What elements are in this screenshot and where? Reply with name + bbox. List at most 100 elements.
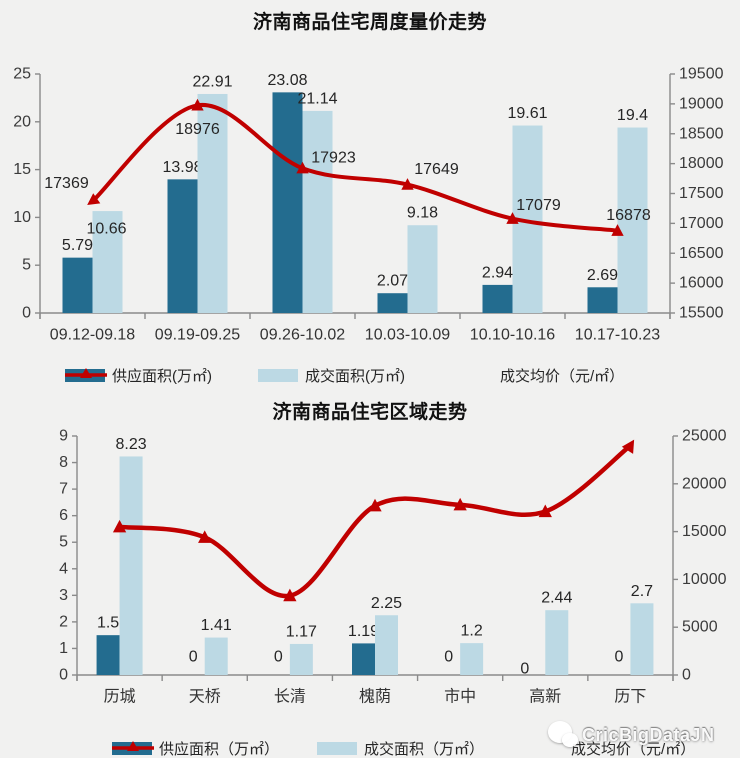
left-axis-tick-label: 4 xyxy=(59,560,68,577)
right-axis-tick-label: 18000 xyxy=(679,155,724,172)
category-label: 10.03-10.09 xyxy=(365,327,451,344)
line-marker xyxy=(538,504,552,518)
transaction-area-bar xyxy=(289,643,313,675)
right-axis-tick-label: 15000 xyxy=(682,523,727,540)
chart1-legend: 供应面积(万㎡) 成交面积(万㎡) 成交均价（元/㎡） xyxy=(65,365,625,386)
transaction-area-bar xyxy=(460,643,484,675)
line-value-label: 17369 xyxy=(44,175,89,192)
bar-value-label: 10.66 xyxy=(86,221,126,238)
bar-value-label: 19.4 xyxy=(617,107,648,124)
category-label: 高新 xyxy=(529,688,561,706)
transaction-area-bar xyxy=(92,211,123,313)
bar-value-label: 2.25 xyxy=(371,595,402,612)
supply-area-bar xyxy=(352,643,375,675)
category-label: 槐荫 xyxy=(359,688,391,706)
supply-area-bar xyxy=(167,179,198,313)
line-value-label: 16878 xyxy=(606,207,651,224)
right-axis-tick-label: 17500 xyxy=(679,185,724,202)
left-axis-tick-label: 6 xyxy=(59,507,68,524)
left-axis-tick-label: 2 xyxy=(59,613,68,630)
line-value-label: 18976 xyxy=(175,121,220,138)
legend-line-marker-icon xyxy=(65,368,493,382)
transaction-area-bar xyxy=(204,637,228,675)
left-axis-tick-label: 0 xyxy=(22,305,31,322)
right-axis-tick-label: 10000 xyxy=(682,571,727,588)
bar-value-label: 0 xyxy=(444,649,453,666)
legend-item: 成交均价（元/㎡） xyxy=(65,365,625,386)
category-label: 10.17-10.23 xyxy=(575,327,661,344)
line-marker xyxy=(112,519,127,533)
transaction-area-bar xyxy=(407,225,438,313)
bar-value-label: 0 xyxy=(520,661,529,678)
bar-value-label: 8.23 xyxy=(116,436,147,453)
bar-value-label: 2.7 xyxy=(631,583,653,600)
line-marker xyxy=(401,178,414,190)
price-line xyxy=(117,443,633,598)
bar-value-label: 1.17 xyxy=(286,623,317,640)
left-axis-tick-label: 10 xyxy=(13,209,31,226)
legend-swatch xyxy=(317,741,358,755)
bar-value-label: 0 xyxy=(274,649,283,666)
bar-value-label: 2.94 xyxy=(482,264,513,281)
line-marker xyxy=(621,439,635,454)
right-axis-tick-label: 16000 xyxy=(679,275,724,292)
bar-value-label: 5.79 xyxy=(62,237,93,254)
legend-label: 成交均价（元/㎡） xyxy=(571,740,696,758)
transaction-area-bar xyxy=(119,456,143,675)
bar-value-label: 1.41 xyxy=(201,617,232,634)
category-label: 长清 xyxy=(274,688,306,706)
left-axis-tick-label: 1 xyxy=(59,640,68,657)
line-marker xyxy=(191,98,204,111)
bar-value-label: 9.18 xyxy=(407,205,438,222)
category-label: 09.26-10.02 xyxy=(260,327,346,344)
legend-item: 供应面积(万㎡) xyxy=(65,365,212,386)
left-axis-tick-label: 5 xyxy=(22,257,31,274)
bar-value-label: 2.69 xyxy=(587,267,618,284)
price-line xyxy=(90,103,620,233)
left-axis-tick-label: 15 xyxy=(13,161,31,178)
bar-value-label: 1.5 xyxy=(97,615,119,632)
legend-label: 成交均价（元/㎡） xyxy=(500,367,625,385)
right-axis-tick-label: 20000 xyxy=(682,475,727,492)
category-label: 市中 xyxy=(444,688,476,706)
right-axis-tick-label: 15500 xyxy=(679,305,724,322)
supply-area-bar xyxy=(96,635,120,675)
supply-area-bar xyxy=(62,257,93,313)
transaction-area-bar xyxy=(617,127,648,313)
legend-swatch xyxy=(258,368,298,382)
right-axis-tick-label: 18500 xyxy=(679,125,724,142)
supply-area-bar xyxy=(587,287,618,313)
line-marker xyxy=(198,530,212,543)
legend-item: 成交面积(万㎡) xyxy=(258,365,405,386)
bar-value-label: 23.08 xyxy=(267,72,307,89)
line-marker xyxy=(296,161,309,174)
legend-label: 供应面积(万㎡) xyxy=(112,367,212,385)
bar-value-label: 21.14 xyxy=(297,90,337,107)
right-axis-tick-label: 25000 xyxy=(682,428,727,445)
category-label: 历城 xyxy=(104,688,136,706)
left-axis-tick-label: 7 xyxy=(59,481,68,498)
right-axis-tick-label: 19500 xyxy=(679,66,724,83)
category-label: 10.10-10.16 xyxy=(470,327,556,344)
category-label: 09.12-09.18 xyxy=(50,327,136,344)
category-label: 09.19-09.25 xyxy=(155,327,241,344)
chart1-title: 济南商品住宅周度量价走势 xyxy=(252,12,487,33)
supply-area-bar xyxy=(482,284,513,313)
line-marker xyxy=(368,498,382,512)
line-marker xyxy=(453,497,467,511)
bar-value-label: 2.07 xyxy=(377,273,408,290)
legend-line-marker-icon xyxy=(112,741,564,755)
bar-value-label: 2.44 xyxy=(541,590,572,607)
left-axis-tick-label: 3 xyxy=(59,587,68,604)
bar-value-label: 1.2 xyxy=(461,623,483,640)
chart2-legend: 供应面积（万㎡） 成交面积（万㎡） 成交均价（元/㎡） xyxy=(112,740,696,758)
right-axis-tick-label: 0 xyxy=(682,667,691,684)
supply-area-bar xyxy=(377,293,408,313)
left-axis-tick-label: 25 xyxy=(13,66,31,83)
legend-label: 成交面积（万㎡） xyxy=(364,740,485,758)
category-label: 天桥 xyxy=(189,688,221,706)
bar-value-label: 1.19 xyxy=(348,623,379,640)
bar-value-label: 22.91 xyxy=(192,73,232,90)
bar-value-label: 0 xyxy=(189,649,198,666)
